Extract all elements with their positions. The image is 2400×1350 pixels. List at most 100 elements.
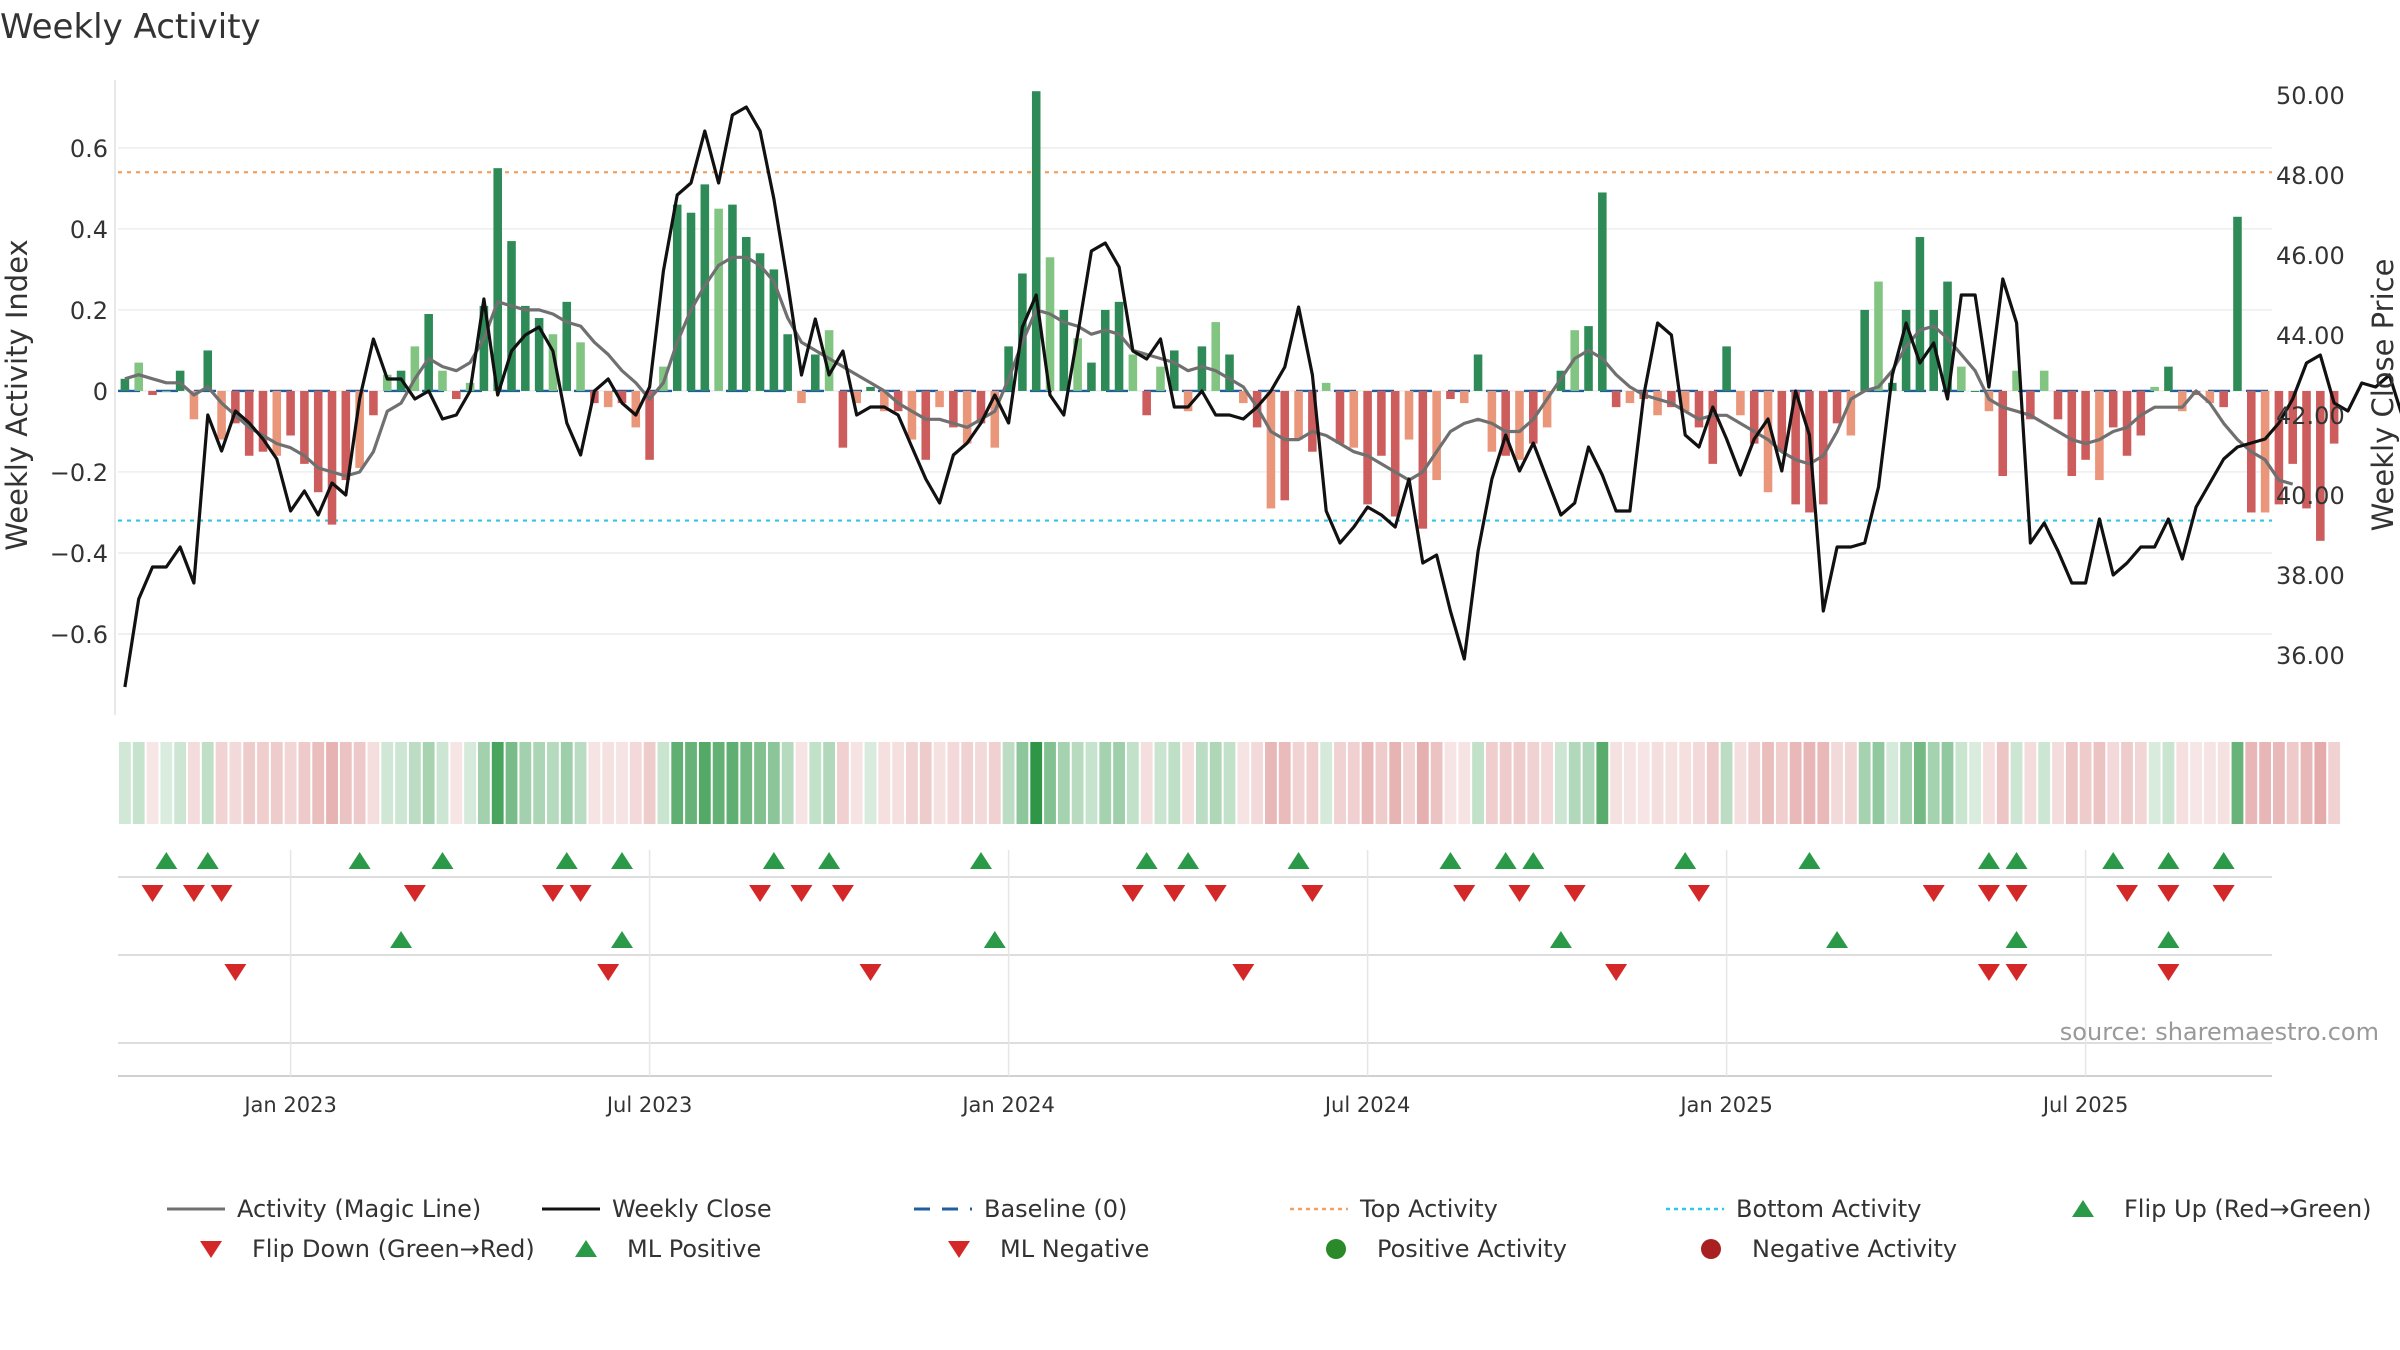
flip-up-marker: [155, 852, 178, 869]
flip-up-marker: [1177, 852, 1200, 869]
activity-bar: [2108, 390, 2118, 428]
heat-cell: [809, 742, 822, 824]
heat-cell: [1430, 742, 1443, 824]
flip-down-marker: [541, 885, 564, 902]
heat-cell: [2052, 742, 2064, 824]
heat-cell: [312, 742, 325, 824]
heat-cell: [2093, 742, 2106, 824]
legend-symbol-icon: [1326, 1239, 1346, 1259]
activity-bar: [548, 334, 558, 391]
heat-cell: [243, 742, 256, 824]
heat-cell: [629, 742, 642, 824]
heat-cell: [643, 742, 656, 824]
heat-cell: [1748, 742, 1761, 824]
activity-bar: [2026, 390, 2035, 420]
flip-down-marker: [2116, 885, 2139, 902]
activity-bar: [728, 204, 737, 391]
activity-bar: [1294, 390, 1303, 440]
right-tick-label: 36.00: [2276, 642, 2345, 670]
left-tick-label: 0: [93, 378, 108, 406]
right-tick-label: 48.00: [2276, 162, 2345, 190]
heat-cell: [2203, 742, 2216, 824]
activity-bar: [1446, 390, 1455, 400]
series-lines: [123, 105, 2400, 688]
activity-bar: [1929, 309, 1938, 391]
heat-cell: [1057, 742, 1070, 824]
activity-bar: [1128, 354, 1138, 391]
activity-bar: [534, 318, 544, 391]
heat-cell: [2024, 742, 2037, 824]
heat-cell: [698, 742, 711, 824]
activity-bar: [424, 313, 433, 391]
flip-up-marker: [2212, 852, 2235, 869]
heat-cell: [2107, 742, 2120, 824]
ml-positive-marker: [610, 931, 633, 948]
activity-bar: [2095, 390, 2104, 481]
ml-negative-marker: [224, 964, 247, 981]
activity-bar: [2067, 390, 2077, 477]
legend-label: Negative Activity: [1752, 1235, 1958, 1263]
legend-item: ML Positive: [555, 1235, 761, 1263]
heat-cell: [547, 742, 559, 824]
ml-positive-marker: [1826, 931, 1849, 948]
heat-cell: [671, 742, 684, 824]
heat-cell: [1541, 742, 1553, 824]
flip-up-marker: [555, 852, 578, 869]
heat-cell: [1209, 742, 1222, 824]
activity-bar: [1818, 390, 1828, 505]
activity-bar: [189, 390, 199, 420]
activity-bar: [2150, 386, 2159, 391]
legend-symbol-icon: [1701, 1239, 1721, 1259]
legend-label: Activity (Magic Line): [237, 1195, 482, 1223]
left-tick-label: −0.6: [50, 621, 108, 649]
heat-cell: [505, 742, 518, 824]
activity-bar: [300, 390, 309, 464]
chart-title: Weekly Activity: [0, 7, 261, 47]
heat-cell: [284, 742, 297, 824]
heat-cell: [864, 742, 877, 824]
legend-item: ML Negative: [928, 1235, 1149, 1263]
activity-bar: [672, 204, 682, 391]
heat-cell: [1278, 742, 1291, 824]
heat-cell: [1858, 742, 1871, 824]
flip-up-marker: [2157, 852, 2180, 869]
legend-item: Flip Down (Green→Red): [180, 1235, 535, 1263]
flip-up-marker: [1287, 852, 1310, 869]
heat-cell: [1334, 742, 1346, 824]
heat-cell: [1126, 742, 1139, 824]
heat-cell: [1458, 742, 1471, 824]
activity-bar: [1667, 390, 1676, 408]
heat-cell: [933, 742, 946, 824]
heat-cell: [381, 742, 394, 824]
ml-negative-marker: [597, 964, 620, 981]
legend-symbol-icon: [575, 1240, 597, 1257]
heat-cell: [1306, 742, 1319, 824]
activity-bar: [341, 390, 351, 481]
right-tick-label: 42.00: [2276, 402, 2345, 430]
heat-cell: [685, 742, 697, 824]
heat-cell: [767, 742, 780, 824]
heat-cell: [975, 742, 987, 824]
activity-bar: [1984, 390, 1994, 412]
heat-cell: [961, 742, 974, 824]
heat-cell: [132, 742, 145, 824]
activity-bar: [714, 208, 723, 391]
heat-cell: [408, 742, 421, 824]
flip-down-marker: [1563, 885, 1586, 902]
activity-bar: [369, 390, 378, 416]
flip-up-marker: [610, 852, 633, 869]
activity-bar: [1349, 390, 1359, 448]
ml-positive-marker: [390, 931, 413, 948]
activity-bar: [1487, 390, 1497, 452]
heat-cell: [326, 742, 338, 824]
heat-cell: [2273, 742, 2285, 824]
heat-cell: [1251, 742, 1264, 824]
legend-label: ML Positive: [627, 1235, 762, 1263]
activity-bar: [838, 390, 848, 448]
heat-cell: [257, 742, 269, 824]
heat-cell: [616, 742, 628, 824]
flip-down-marker: [1922, 885, 1945, 902]
heat-cell: [1706, 742, 1719, 824]
activity-bar: [2233, 216, 2242, 391]
activity-bar: [1335, 390, 1345, 444]
